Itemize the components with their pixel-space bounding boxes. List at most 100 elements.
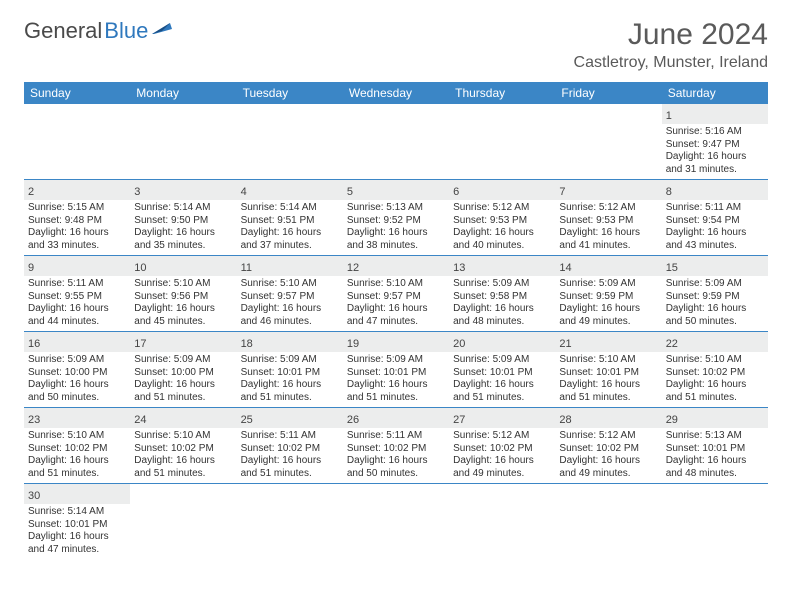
daylight-text: Daylight: 16 hours and 31 minutes.: [666, 151, 764, 176]
daynum-cell: [130, 484, 236, 505]
day-cell: Sunrise: 5:10 AMSunset: 10:02 PMDaylight…: [130, 428, 236, 484]
day-number: 5: [347, 186, 353, 198]
weekday-header: Friday: [555, 82, 661, 104]
day-cell: Sunrise: 5:11 AMSunset: 9:54 PMDaylight:…: [662, 200, 768, 256]
day-number: 14: [559, 262, 571, 274]
day-cell: Sunrise: 5:10 AMSunset: 10:01 PMDaylight…: [555, 352, 661, 408]
sunset-text: Sunset: 10:00 PM: [134, 367, 232, 380]
sunset-text: Sunset: 9:59 PM: [666, 291, 764, 304]
day-number: 21: [559, 338, 571, 350]
daylight-text: Daylight: 16 hours and 38 minutes.: [347, 227, 445, 252]
daynum-cell: 23: [24, 408, 130, 429]
sunset-text: Sunset: 10:01 PM: [666, 443, 764, 456]
sunset-text: Sunset: 9:50 PM: [134, 215, 232, 228]
sunset-text: Sunset: 10:01 PM: [559, 367, 657, 380]
day-details: Sunrise: 5:10 AMSunset: 10:02 PMDaylight…: [28, 430, 126, 480]
sunset-text: Sunset: 10:00 PM: [28, 367, 126, 380]
day-cell: Sunrise: 5:09 AMSunset: 9:58 PMDaylight:…: [449, 276, 555, 332]
daylight-text: Daylight: 16 hours and 51 minutes.: [453, 379, 551, 404]
content-row: Sunrise: 5:14 AMSunset: 10:01 PMDaylight…: [24, 504, 768, 559]
content-row: Sunrise: 5:09 AMSunset: 10:00 PMDaylight…: [24, 352, 768, 408]
daynum-cell: [237, 104, 343, 124]
day-cell: Sunrise: 5:09 AMSunset: 10:01 PMDaylight…: [237, 352, 343, 408]
sunset-text: Sunset: 10:02 PM: [453, 443, 551, 456]
daylight-text: Daylight: 16 hours and 35 minutes.: [134, 227, 232, 252]
day-number: 16: [28, 338, 40, 350]
daynum-cell: 1: [662, 104, 768, 124]
day-cell: Sunrise: 5:14 AMSunset: 10:01 PMDaylight…: [24, 504, 130, 559]
day-number: 8: [666, 186, 672, 198]
sunset-text: Sunset: 9:52 PM: [347, 215, 445, 228]
day-cell: [343, 504, 449, 559]
day-details: Sunrise: 5:11 AMSunset: 9:54 PMDaylight:…: [666, 202, 764, 252]
day-cell: Sunrise: 5:15 AMSunset: 9:48 PMDaylight:…: [24, 200, 130, 256]
day-number: 9: [28, 262, 34, 274]
sunrise-text: Sunrise: 5:10 AM: [666, 354, 764, 367]
day-number: 3: [134, 186, 140, 198]
day-details: Sunrise: 5:12 AMSunset: 10:02 PMDaylight…: [559, 430, 657, 480]
day-details: Sunrise: 5:10 AMSunset: 9:56 PMDaylight:…: [134, 278, 232, 328]
day-cell: Sunrise: 5:11 AMSunset: 10:02 PMDaylight…: [343, 428, 449, 484]
day-number: 7: [559, 186, 565, 198]
content-row: Sunrise: 5:10 AMSunset: 10:02 PMDaylight…: [24, 428, 768, 484]
weekday-header: Monday: [130, 82, 236, 104]
sunset-text: Sunset: 9:57 PM: [241, 291, 339, 304]
daylight-text: Daylight: 16 hours and 40 minutes.: [453, 227, 551, 252]
day-number: 25: [241, 414, 253, 426]
daynum-cell: 5: [343, 180, 449, 201]
day-cell: [449, 124, 555, 180]
sunrise-text: Sunrise: 5:11 AM: [28, 278, 126, 291]
sunrise-text: Sunrise: 5:09 AM: [453, 278, 551, 291]
day-cell: Sunrise: 5:13 AMSunset: 10:01 PMDaylight…: [662, 428, 768, 484]
day-cell: [343, 124, 449, 180]
day-cell: Sunrise: 5:09 AMSunset: 10:01 PMDaylight…: [343, 352, 449, 408]
day-cell: Sunrise: 5:13 AMSunset: 9:52 PMDaylight:…: [343, 200, 449, 256]
daynum-cell: 12: [343, 256, 449, 277]
logo-text-dark: General: [24, 18, 102, 44]
sunset-text: Sunset: 10:01 PM: [241, 367, 339, 380]
sunset-text: Sunset: 9:53 PM: [559, 215, 657, 228]
location: Castletroy, Munster, Ireland: [574, 54, 768, 72]
daynum-cell: [237, 484, 343, 505]
header: General Blue June 2024 Castletroy, Munst…: [24, 18, 768, 72]
daynum-cell: 20: [449, 332, 555, 353]
daylight-text: Daylight: 16 hours and 51 minutes.: [134, 455, 232, 480]
daylight-text: Daylight: 16 hours and 43 minutes.: [666, 227, 764, 252]
logo-text-blue: Blue: [104, 18, 148, 44]
day-cell: [449, 504, 555, 559]
daynum-cell: 26: [343, 408, 449, 429]
day-cell: [130, 504, 236, 559]
daynum-cell: 13: [449, 256, 555, 277]
day-cell: [237, 504, 343, 559]
daylight-text: Daylight: 16 hours and 49 minutes.: [453, 455, 551, 480]
daynum-cell: 4: [237, 180, 343, 201]
daylight-text: Daylight: 16 hours and 50 minutes.: [28, 379, 126, 404]
daynum-cell: [555, 484, 661, 505]
daynum-cell: 28: [555, 408, 661, 429]
daynum-cell: 2: [24, 180, 130, 201]
sunrise-text: Sunrise: 5:12 AM: [559, 430, 657, 443]
daylight-text: Daylight: 16 hours and 46 minutes.: [241, 303, 339, 328]
daylight-text: Daylight: 16 hours and 37 minutes.: [241, 227, 339, 252]
sunset-text: Sunset: 9:51 PM: [241, 215, 339, 228]
daynum-row: 30: [24, 484, 768, 505]
daynum-cell: 11: [237, 256, 343, 277]
day-cell: Sunrise: 5:09 AMSunset: 10:00 PMDaylight…: [130, 352, 236, 408]
daynum-cell: 29: [662, 408, 768, 429]
weekday-header: Tuesday: [237, 82, 343, 104]
daylight-text: Daylight: 16 hours and 51 minutes.: [241, 455, 339, 480]
day-details: Sunrise: 5:11 AMSunset: 10:02 PMDaylight…: [241, 430, 339, 480]
day-cell: Sunrise: 5:16 AMSunset: 9:47 PMDaylight:…: [662, 124, 768, 180]
day-number: 20: [453, 338, 465, 350]
daynum-cell: 18: [237, 332, 343, 353]
sunrise-text: Sunrise: 5:11 AM: [666, 202, 764, 215]
daynum-cell: 30: [24, 484, 130, 505]
day-cell: [130, 124, 236, 180]
daynum-cell: 16: [24, 332, 130, 353]
daylight-text: Daylight: 16 hours and 49 minutes.: [559, 303, 657, 328]
sunrise-text: Sunrise: 5:10 AM: [347, 278, 445, 291]
daynum-cell: 8: [662, 180, 768, 201]
sunset-text: Sunset: 9:53 PM: [453, 215, 551, 228]
sunset-text: Sunset: 10:02 PM: [28, 443, 126, 456]
calendar-body: 1Sunrise: 5:16 AMSunset: 9:47 PMDaylight…: [24, 104, 768, 559]
